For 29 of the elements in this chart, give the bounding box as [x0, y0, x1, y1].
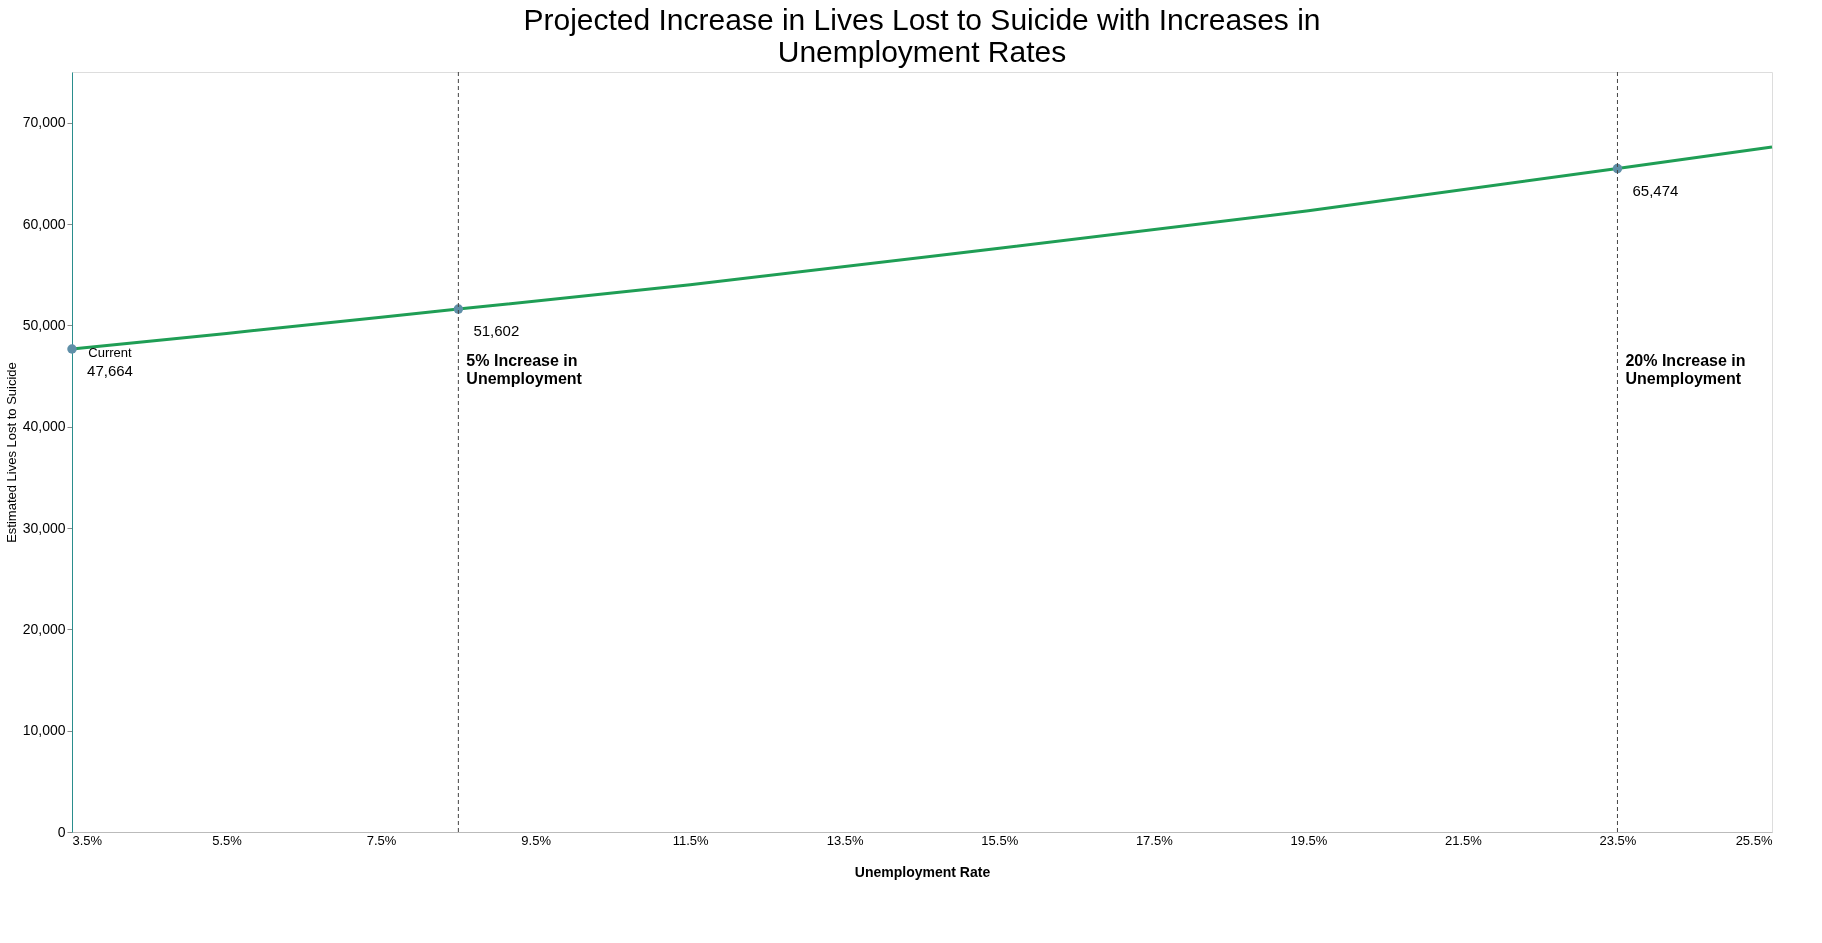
y-tick-label: 0	[57, 823, 66, 840]
y-tick-label: 10,000	[22, 722, 66, 739]
x-tick-label: 21.5%	[1444, 832, 1483, 848]
x-axis-title: Unemployment Rate	[854, 863, 991, 880]
chart-title: Projected Increase in Lives Lost to Suicide with Increases in Unemployment Rates	[523, 2, 1321, 68]
x-tick-label: 7.5%	[366, 832, 397, 848]
y-axis-title: Estimated Lives Lost to Suicide	[3, 362, 19, 543]
data-label: 65,474	[1632, 181, 1679, 199]
y-tick-label: 30,000	[22, 519, 66, 536]
data-label: 47,664	[87, 362, 133, 379]
x-tick-label: 23.5%	[1599, 832, 1637, 848]
ref-line-label: 20% Increase in Unemployment	[1625, 352, 1746, 388]
data-label: 51,602	[473, 322, 520, 340]
y-tick-label: 50,000	[22, 316, 66, 333]
y-tick-label: 70,000	[22, 114, 66, 131]
y-tick-label: 20,000	[22, 620, 66, 637]
y-tick-label: 60,000	[22, 215, 66, 232]
y-tick-label: 40,000	[22, 418, 66, 435]
ref-line-label: 5% Increase in Unemployment	[466, 352, 583, 388]
x-tick-label: 17.5%	[1135, 832, 1174, 848]
x-tick-label: 13.5%	[826, 832, 865, 848]
annotation: Current	[88, 345, 133, 360]
x-tick-label: 3.5%	[72, 832, 103, 848]
x-tick-label: 9.5%	[521, 832, 552, 848]
x-tick-label: 5.5%	[212, 832, 243, 848]
x-tick-label: 19.5%	[1290, 832, 1328, 848]
x-tick-label: 25.5%	[1735, 832, 1773, 848]
x-tick-label: 11.5%	[672, 832, 710, 848]
x-tick-label: 15.5%	[981, 832, 1019, 848]
